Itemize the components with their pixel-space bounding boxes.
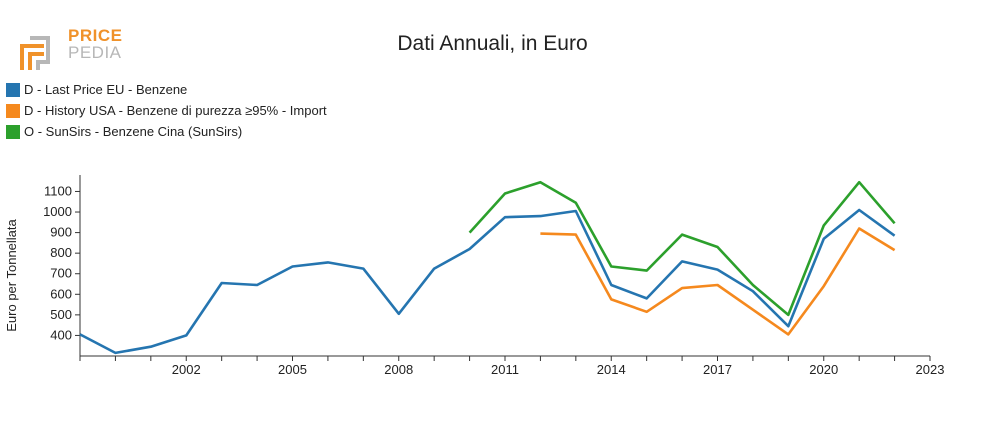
logo: PRICE PEDIA <box>18 24 128 74</box>
chart-title: Dati Annuali, in Euro <box>397 32 588 55</box>
y-tick-label: 400 <box>50 327 72 342</box>
logo-mark-icon <box>20 36 50 70</box>
x-tick-label: 2014 <box>597 362 626 377</box>
x-tick-label: 2005 <box>278 362 307 377</box>
x-tick-label: 2023 <box>916 362 945 377</box>
x-tick-label: 2011 <box>491 362 519 377</box>
legend-label: D - Last Price EU - Benzene <box>24 82 188 97</box>
y-tick-label: 900 <box>50 225 72 240</box>
y-tick-label: 800 <box>50 245 72 260</box>
series-line-1 <box>79 208 896 355</box>
series-line-2 <box>540 227 896 336</box>
y-axis-title: Euro per Tonnellata <box>4 218 19 331</box>
logo-text-price: PRICE <box>68 26 123 45</box>
legend-label: O - SunSirs - Benzene Cina (SunSirs) <box>24 124 243 139</box>
y-tick-label: 1000 <box>43 204 72 219</box>
series-line-3 <box>468 180 896 317</box>
y-tick-label: 700 <box>50 266 72 281</box>
legend-swatch <box>6 103 20 118</box>
legend-item: D - History USA - Benzene di purezza ≥95… <box>6 100 327 121</box>
legend: D - Last Price EU - Benzene D - History U… <box>6 79 327 142</box>
legend-label: D - History USA - Benzene di purezza ≥95… <box>24 103 327 118</box>
legend-item: O - SunSirs - Benzene Cina (SunSirs) <box>6 121 327 142</box>
legend-swatch <box>6 124 20 139</box>
legend-swatch <box>6 82 20 97</box>
y-tick-label: 500 <box>50 307 72 322</box>
legend-item: D - Last Price EU - Benzene <box>6 79 327 100</box>
x-tick-label: 2020 <box>809 362 838 377</box>
x-tick-label: 2002 <box>172 362 201 377</box>
x-tick-label: 2008 <box>384 362 413 377</box>
y-tick-label: 600 <box>50 286 72 301</box>
logo-text-pedia: PEDIA <box>68 43 122 62</box>
x-tick-label: 2017 <box>703 362 732 377</box>
y-tick-label: 1100 <box>44 183 72 198</box>
